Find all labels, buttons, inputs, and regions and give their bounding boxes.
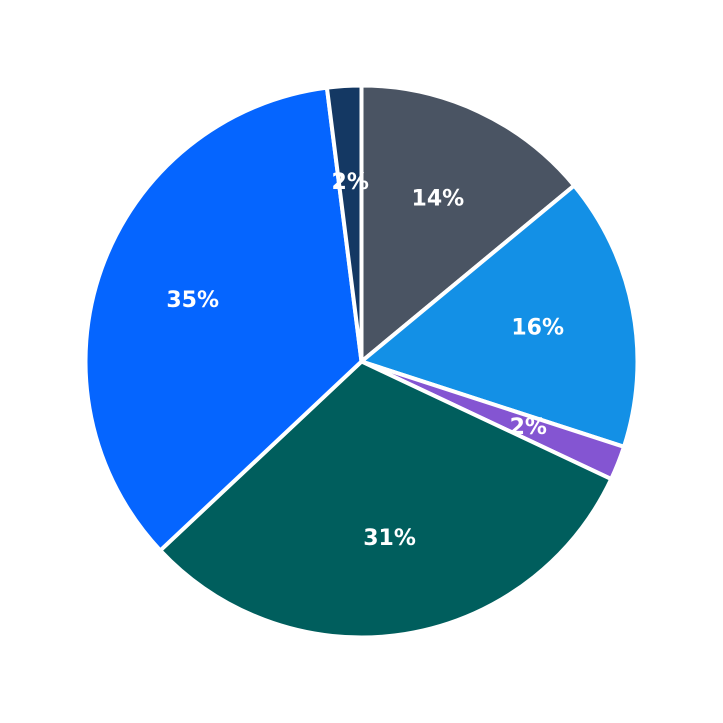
pie-slice-label-4: 35% [166,288,219,313]
pie-slice-label-0: 14% [412,187,465,212]
pie-slices [83,83,640,640]
pie-slice-3 [158,359,614,640]
pie-labels: 14% 16% 2% 31% 35% 2% [166,170,564,551]
pie-slice-label-3: 31% [363,526,416,551]
pie-slice-label-1: 16% [511,315,564,340]
pie-slice-5 [324,83,364,364]
pie-slice-0 [359,83,577,364]
pie-slice-label-2: 2% [510,415,547,440]
pie-slice-label-5: 2% [332,170,369,195]
pie-slice-1 [359,183,640,449]
pie-slice-4 [83,85,364,553]
